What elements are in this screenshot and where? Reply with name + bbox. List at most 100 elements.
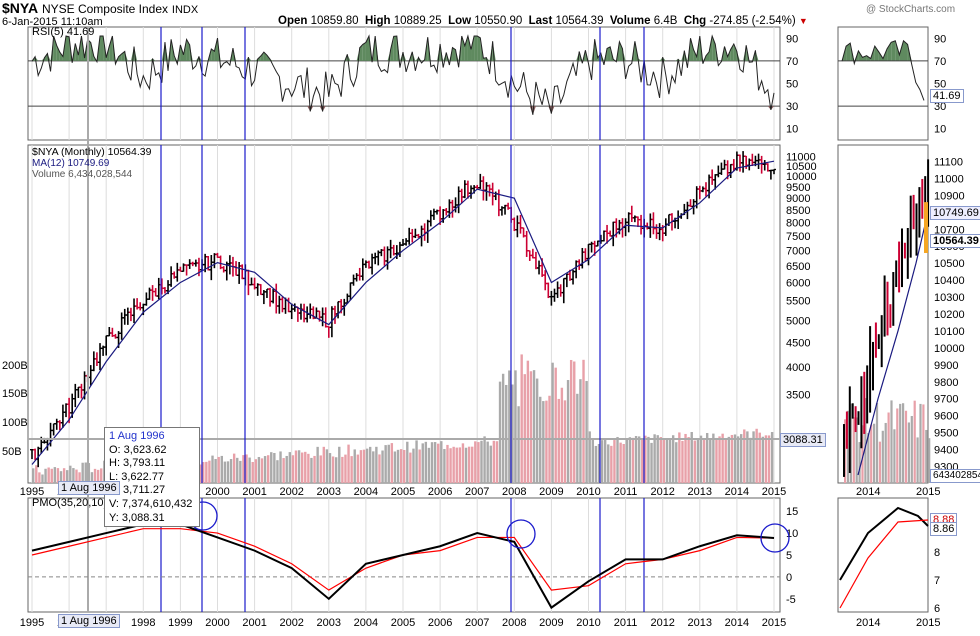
volume-bar	[266, 455, 270, 483]
panel-frame	[27, 26, 781, 141]
rsi-overbought-fill	[254, 59, 258, 61]
rsi-overbought-fill	[644, 60, 648, 61]
zoom-volume-bar	[870, 424, 873, 483]
volume-bar	[594, 445, 598, 483]
volume-bar	[619, 442, 622, 483]
volume-bar	[270, 452, 273, 483]
zoom-volume-bar	[875, 402, 879, 483]
price-y-tick: 6500	[786, 261, 810, 273]
crosshair-date-label: 1 Aug 1996	[58, 481, 120, 495]
volume-bar	[554, 367, 557, 483]
volume-bar	[214, 459, 217, 483]
volume-bar	[440, 441, 443, 483]
volume-bar	[59, 471, 63, 483]
volume-bar	[368, 446, 372, 483]
zoom-price-tick: 10000	[934, 343, 965, 355]
volume-bar	[304, 451, 307, 483]
volume-bar	[239, 460, 242, 483]
volume-bar	[668, 438, 672, 483]
x-tick-label: 2010	[576, 617, 600, 629]
volume-bar	[396, 449, 400, 483]
volume-bar	[563, 400, 567, 483]
rsi-overbought-fill	[362, 42, 366, 61]
rsi-y-tick: 90	[786, 33, 798, 45]
zoom-pmo-tick: 6	[934, 603, 940, 615]
zoom-price-tick: 9600	[934, 411, 958, 423]
volume-bar	[733, 434, 737, 483]
volume-bar	[32, 468, 35, 483]
zoom-volume-bar	[855, 417, 858, 483]
volume-bar	[467, 446, 471, 483]
volume-bar	[764, 435, 768, 483]
rsi-overbought-fill	[118, 53, 122, 61]
volume-bar	[739, 434, 743, 483]
volume-bar	[310, 457, 313, 483]
volume-bar	[641, 438, 644, 483]
rsi-overbought-fill	[189, 44, 193, 61]
price-y-tick: 5000	[786, 315, 810, 327]
volume-bar	[511, 384, 514, 483]
price-y-tick: 3500	[786, 390, 810, 402]
zoom-volume-bar	[928, 438, 931, 483]
price-y-tick: 9500	[786, 182, 810, 194]
zoom-price-tick: 10900	[934, 190, 965, 202]
volume-bar	[381, 450, 384, 483]
rsi-overbought-fill	[115, 56, 119, 61]
zoom-volume-bar	[852, 417, 855, 483]
volume-bar	[437, 443, 440, 483]
volume-bar	[532, 370, 536, 483]
rsi-overbought-fill	[684, 50, 688, 61]
price-y-tick: 11000	[786, 151, 816, 163]
volume-bar	[770, 432, 774, 483]
rsi-overbought-fill	[186, 39, 190, 61]
volume-bar	[709, 438, 712, 483]
zoom-volume-bar	[916, 437, 919, 483]
zoom-x-tick: 2014	[856, 617, 880, 629]
volume-bar	[399, 449, 403, 483]
rsi-overbought-fill	[659, 57, 663, 61]
volume-bar	[378, 454, 381, 483]
volume-bar	[705, 433, 709, 483]
volume-bar	[449, 448, 452, 483]
zoom-pmo-tick: 8	[934, 547, 940, 559]
zoom-x-tick: 2014	[856, 486, 880, 498]
volume-bar	[254, 459, 257, 483]
quote-summary: Open 10859.80 High 10889.25 Low 10550.90…	[278, 15, 808, 27]
volume-bar	[334, 457, 338, 483]
volume-bar	[38, 472, 41, 483]
volume-bar	[610, 445, 613, 483]
volume-value: 6.4B	[653, 15, 678, 27]
volume-bar	[616, 436, 619, 483]
zoom-price-tick: 9700	[934, 394, 958, 406]
volume-bar	[412, 448, 415, 483]
x-tick-label: 1999	[168, 617, 192, 629]
zoom-price-tick: 10500	[934, 258, 965, 270]
rsi-overbought-fill	[205, 60, 209, 61]
chg-value: -274.85 (-2.54%)	[709, 15, 796, 27]
volume-bar	[313, 455, 316, 483]
volume-bar	[285, 455, 288, 483]
volume-bar	[362, 449, 366, 483]
volume-bar	[208, 460, 211, 483]
volume-bar	[749, 437, 752, 483]
pmo-value-box-b: 8.86	[930, 522, 958, 536]
x-tick-label: 2001	[242, 486, 266, 498]
volume-bar	[690, 431, 693, 483]
volume-bar	[464, 447, 468, 483]
volume-y-tick: 200B	[2, 360, 28, 372]
volume-bar	[591, 439, 594, 483]
rsi-overbought-fill	[437, 43, 441, 61]
volume-bar	[526, 360, 530, 483]
x-tick-label: 1995	[20, 486, 44, 498]
volume-legend: Volume 6,434,028,544	[32, 169, 133, 180]
zoom-price-tick: 10700	[934, 224, 965, 236]
volume-bar	[226, 461, 230, 483]
volume-bar	[236, 457, 239, 483]
x-tick-label: 2013	[688, 617, 712, 629]
volume-label: Volume	[609, 15, 651, 27]
rsi-overbought-fill	[619, 41, 623, 61]
rsi-y-tick: 70	[786, 56, 798, 68]
x-tick-label: 2000	[205, 617, 229, 629]
zoom-rsi-fill	[854, 50, 859, 61]
volume-bar	[650, 442, 653, 483]
